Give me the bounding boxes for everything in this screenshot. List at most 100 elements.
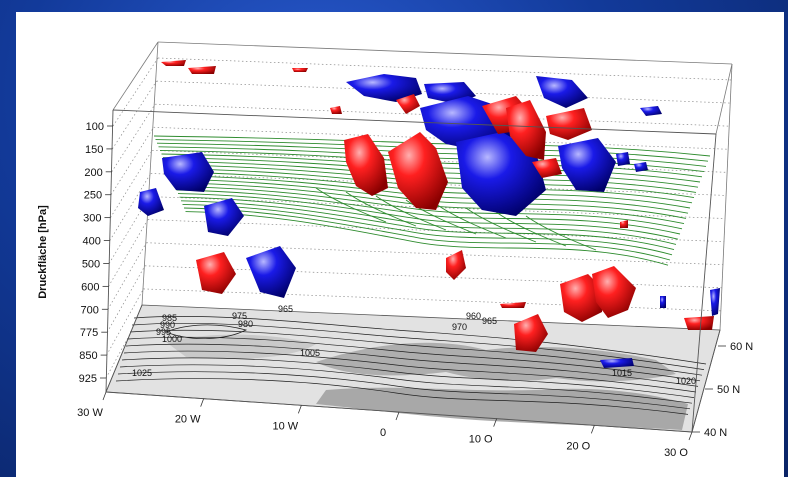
anomaly-isosurfaces [138, 60, 720, 368]
red-blob [500, 302, 526, 308]
pressure-tick-label: 150 [85, 144, 103, 156]
blue-blob [138, 188, 164, 216]
blue-blob [660, 296, 666, 308]
longitude-tick [200, 398, 205, 407]
streamline [179, 196, 677, 245]
longitude-tick [590, 425, 595, 434]
red-blob [546, 108, 592, 140]
blue-blob [634, 162, 648, 172]
red-blob [344, 134, 388, 196]
longitude-tick-label: 30 W [77, 407, 103, 419]
longitude-tick [688, 431, 693, 441]
gridline-depth [112, 80, 157, 150]
isobar-value-label: 995 [156, 327, 171, 337]
blue-blob [162, 152, 214, 192]
pressure-tick-label: 300 [83, 213, 101, 225]
longitude-tick-label: 0 [380, 427, 386, 439]
blue-blob [536, 76, 588, 108]
isobar-line [127, 336, 701, 382]
isobar-line [121, 357, 695, 398]
blue-blob [204, 198, 244, 236]
gridline-depth [111, 103, 156, 173]
isobar-value-label: 965 [482, 316, 497, 326]
blue-blob [246, 246, 296, 298]
isobar-value-label: 970 [452, 322, 467, 332]
streamline [174, 185, 683, 230]
streamline [177, 193, 679, 240]
gridline-depth [108, 219, 149, 287]
red-blob [446, 250, 466, 280]
pressure-tick-label: 700 [81, 304, 99, 316]
streamline-descending [405, 199, 477, 235]
red-blob [506, 100, 546, 160]
isobar-closed [165, 324, 247, 339]
pressure-tick-label: 600 [81, 281, 99, 293]
gridline-depth [112, 57, 159, 127]
pressure-axis-label: Druckfläche [hPa] [37, 205, 49, 299]
land-dark-region-south [316, 387, 688, 430]
longitude-tick-label: 10 O [469, 434, 493, 446]
isobar-value-label: 975 [232, 311, 247, 321]
isobar-value-label: 960 [466, 311, 481, 321]
streamline [182, 203, 673, 256]
isobar-value-label: 1025 [132, 368, 152, 378]
gridline-depth [106, 265, 146, 333]
isobar-value-label: 980 [238, 319, 253, 329]
gridline-depth [105, 311, 143, 379]
streamline-descending [465, 207, 537, 243]
isobar-line [123, 350, 697, 393]
longitude-tick-label: 10 W [272, 420, 298, 432]
box-wireframe-back [112, 41, 733, 331]
isobar-line [117, 371, 691, 410]
blue-blob [710, 288, 720, 316]
streamline-descending [495, 211, 567, 247]
blue-blob [600, 358, 634, 368]
red-blob [388, 132, 448, 210]
red-blob [514, 314, 548, 352]
pressure-tick-label: 850 [79, 350, 97, 362]
pressure-tick-label: 400 [82, 236, 100, 248]
longitude-tick-label: 30 O [664, 447, 688, 459]
blue-blob [346, 74, 422, 102]
chart-3d-scene: 9659759809859909951000100510151020102596… [37, 41, 753, 459]
pressure-tick-label: 500 [82, 258, 100, 270]
latitude-tick-label: 40 N [704, 427, 727, 439]
gridline-depth [106, 288, 144, 356]
land-dark-region [316, 342, 676, 382]
pressure-tick-label: 775 [80, 327, 98, 339]
isobar-contours [115, 316, 707, 415]
pressure-axis: 100 150 200 250 300 400 500 600 700 775 850 925 [79, 121, 113, 385]
isobar-line [115, 378, 689, 415]
isobar-line [133, 316, 707, 365]
pressure-tick-label: 200 [84, 167, 102, 179]
pressure-tick-label: 250 [84, 190, 102, 202]
isobar-line [129, 329, 703, 376]
red-blob [188, 66, 216, 74]
longitude-tick-label: 20 W [175, 414, 201, 426]
latitude-axis: 40 N 50 N 60 N [692, 341, 753, 439]
latitude-tick-label: 50 N [717, 384, 740, 396]
red-blob [620, 220, 628, 228]
longitude-tick [493, 418, 498, 427]
red-blob [592, 266, 636, 318]
gridline-back [146, 242, 724, 266]
gridline-depth [107, 242, 147, 310]
gridline-depth [110, 150, 153, 218]
gridline-depth [110, 127, 154, 195]
streamline-descending [315, 187, 387, 223]
isobar-value-label: 965 [278, 304, 293, 314]
latitude-tick-label: 60 N [730, 341, 753, 353]
red-blob [396, 94, 420, 114]
gridline-back [143, 288, 722, 312]
streamline [185, 211, 669, 266]
streamline-descending [525, 215, 597, 251]
longitude-tick [297, 405, 302, 414]
isobar-value-label: 985 [162, 313, 177, 323]
streamline-descending [375, 195, 447, 231]
red-blob [532, 158, 562, 178]
isobar-value-label: 1000 [162, 334, 182, 344]
isobar-line [125, 343, 699, 387]
isobar-value-label: 1020 [676, 376, 696, 386]
